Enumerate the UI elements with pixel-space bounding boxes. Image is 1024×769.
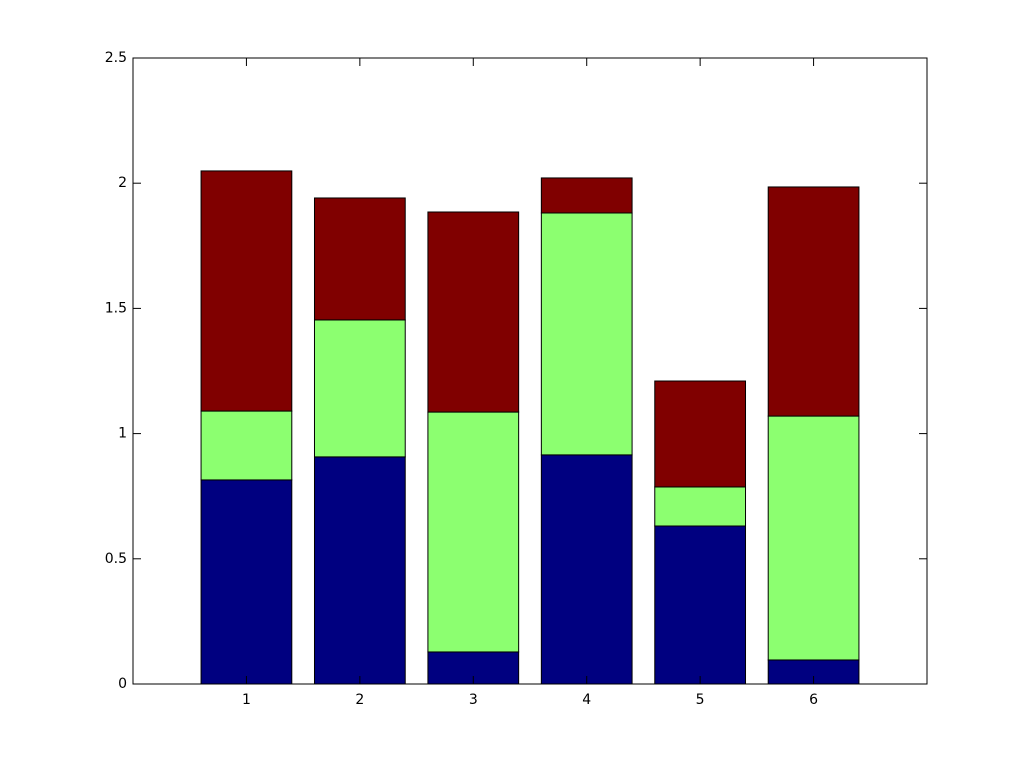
x-tick-label: 3 (469, 692, 478, 708)
y-tick-label: 2.5 (105, 50, 127, 66)
bar-segment (654, 486, 747, 527)
x-tick-label: 2 (355, 692, 364, 708)
x-tick-label: 4 (582, 692, 591, 708)
bar-segment (540, 177, 633, 214)
bar-segment (313, 197, 406, 321)
bar-segment (654, 380, 747, 488)
y-tick-label: 1.5 (105, 300, 127, 316)
bar-segment (200, 479, 293, 685)
bar-segment (540, 454, 633, 685)
y-tick-label: 0 (118, 676, 127, 692)
bar-segment (427, 211, 520, 413)
x-tick-label: 6 (809, 692, 818, 708)
y-tick-label: 1 (118, 426, 127, 442)
bar-segment (200, 170, 293, 412)
bar-segment (767, 415, 860, 661)
axes-box (132, 57, 928, 685)
bar-segment (654, 525, 747, 685)
bar-segment (200, 410, 293, 481)
bar-segment (427, 411, 520, 653)
x-tick-label: 1 (242, 692, 251, 708)
bar-segment (313, 456, 406, 685)
y-tick-label: 0.5 (105, 551, 127, 567)
bar-segment (313, 319, 406, 458)
bar-segment (540, 212, 633, 456)
x-tick-label: 5 (696, 692, 705, 708)
bar-segment (767, 186, 860, 417)
y-tick-label: 2 (118, 175, 127, 191)
